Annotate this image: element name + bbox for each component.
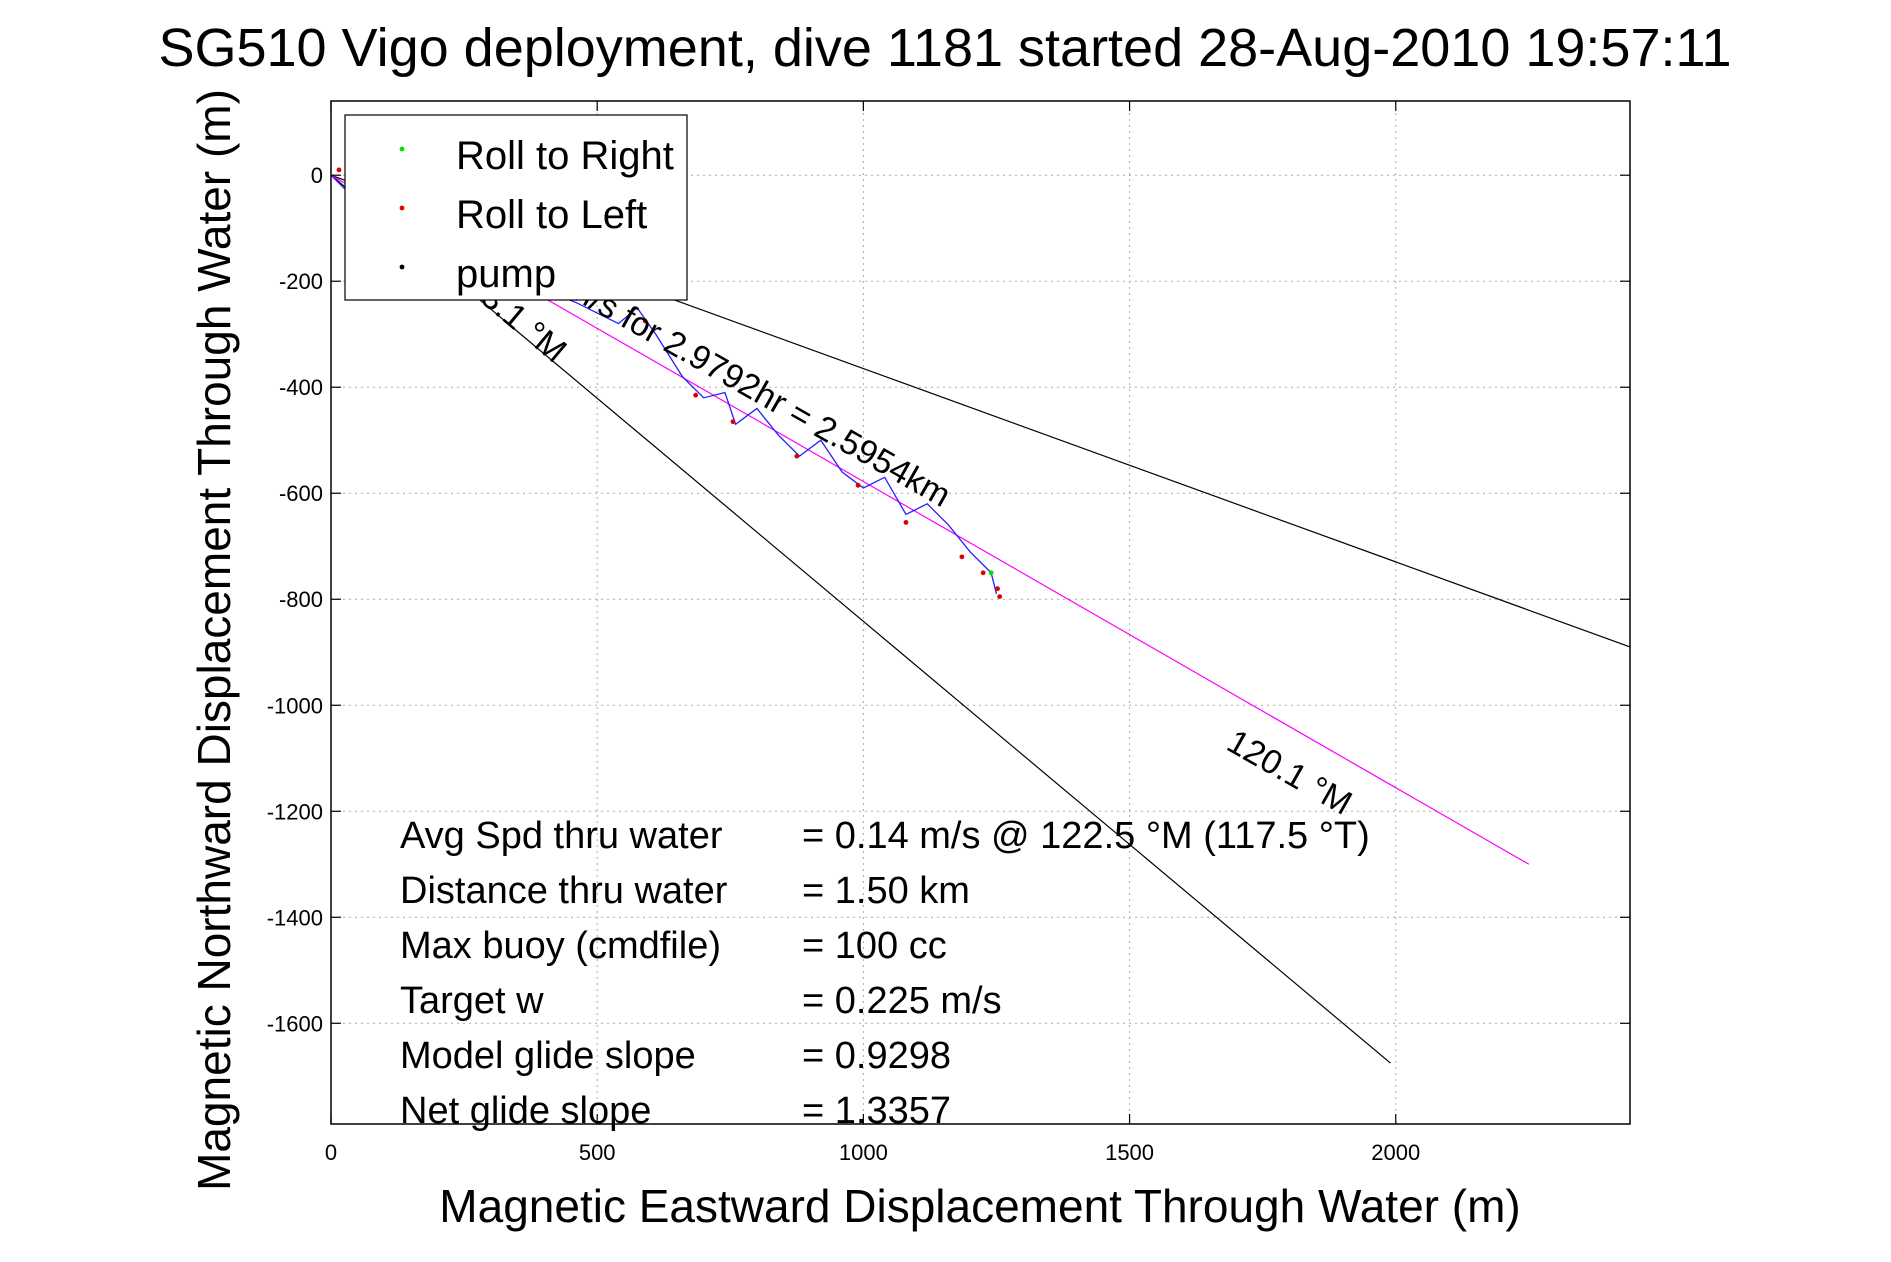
stats-block: Avg Spd thru water = 0.14 m/s @ 122.5 °M … [400, 815, 1370, 1132]
y-tick-label: -1600 [267, 1011, 323, 1036]
y-tick-label: -800 [279, 587, 323, 612]
roll-left-point [794, 453, 800, 459]
heading-line [330, 174, 1391, 1064]
legend-marker [399, 205, 405, 211]
roll-left-point [995, 586, 1000, 592]
y-tick-label: 0 [311, 163, 323, 188]
roll-left-point [959, 554, 965, 560]
grid [331, 101, 1630, 1124]
x-tick-label: 0 [325, 1140, 337, 1165]
roll-left-point [903, 519, 909, 525]
legend-label: Roll to Left [456, 193, 647, 237]
roll-left-point [642, 318, 648, 324]
y-tick-label: -400 [279, 375, 323, 400]
roll-left-point [980, 570, 986, 576]
points [336, 167, 1003, 599]
x-tick-label: 2000 [1371, 1140, 1420, 1165]
x-tick-label: 500 [579, 1140, 616, 1165]
y-tick-label: -1200 [267, 799, 323, 824]
roll-left-point [855, 482, 861, 488]
legend-marker [399, 264, 405, 270]
x-tick-label: 1000 [839, 1140, 888, 1165]
legend-label: pump [456, 252, 556, 296]
y-tick-label: -200 [279, 269, 323, 294]
stat-label: Net glide slope [400, 1090, 651, 1132]
legend: Roll to Right Roll to Left pump [344, 114, 688, 301]
stat-value: = 0.225 m/s [802, 980, 1002, 1022]
roll-left-point [730, 419, 736, 425]
x-axis-label: Magnetic Eastward Displacement Through W… [439, 1180, 1520, 1232]
roll-right-point [988, 570, 994, 576]
plot-frame [330, 100, 1631, 1125]
stat-label: Avg Spd thru water [400, 815, 723, 857]
roll-left-point [336, 167, 342, 173]
roll-left-point [997, 594, 1003, 599]
stat-label: Distance thru water [400, 870, 728, 912]
y-tick-label: -1400 [267, 905, 323, 930]
y-tick-label: -1000 [267, 693, 323, 718]
axes-ticks: 0 500 1000 1500 2000 0 -200 -400 -600 -800 -1000 -1… [267, 101, 1630, 1165]
x-tick-label: 1500 [1105, 1140, 1154, 1165]
stat-label: Max buoy (cmdfile) [400, 925, 721, 967]
stat-label: Model glide slope [400, 1035, 696, 1077]
stat-value: = 0.14 m/s @ 122.5 °M (117.5 °T) [802, 815, 1370, 857]
legend-marker [399, 146, 405, 152]
roll-left-point [693, 392, 699, 398]
stat-value: = 0.9298 [802, 1035, 951, 1077]
legend-label: Roll to Right [456, 134, 674, 178]
stat-value: = 1.3357 [802, 1090, 951, 1132]
stat-label: Target w [400, 980, 544, 1022]
stat-value: = 1.50 km [802, 870, 970, 912]
y-tick-label: -600 [279, 481, 323, 506]
y-axis-label: Magnetic Northward Displacement Through … [188, 89, 240, 1191]
stat-value: = 100 cc [802, 925, 947, 967]
chart-title: SG510 Vigo deployment, dive 1181 started… [158, 18, 1731, 78]
